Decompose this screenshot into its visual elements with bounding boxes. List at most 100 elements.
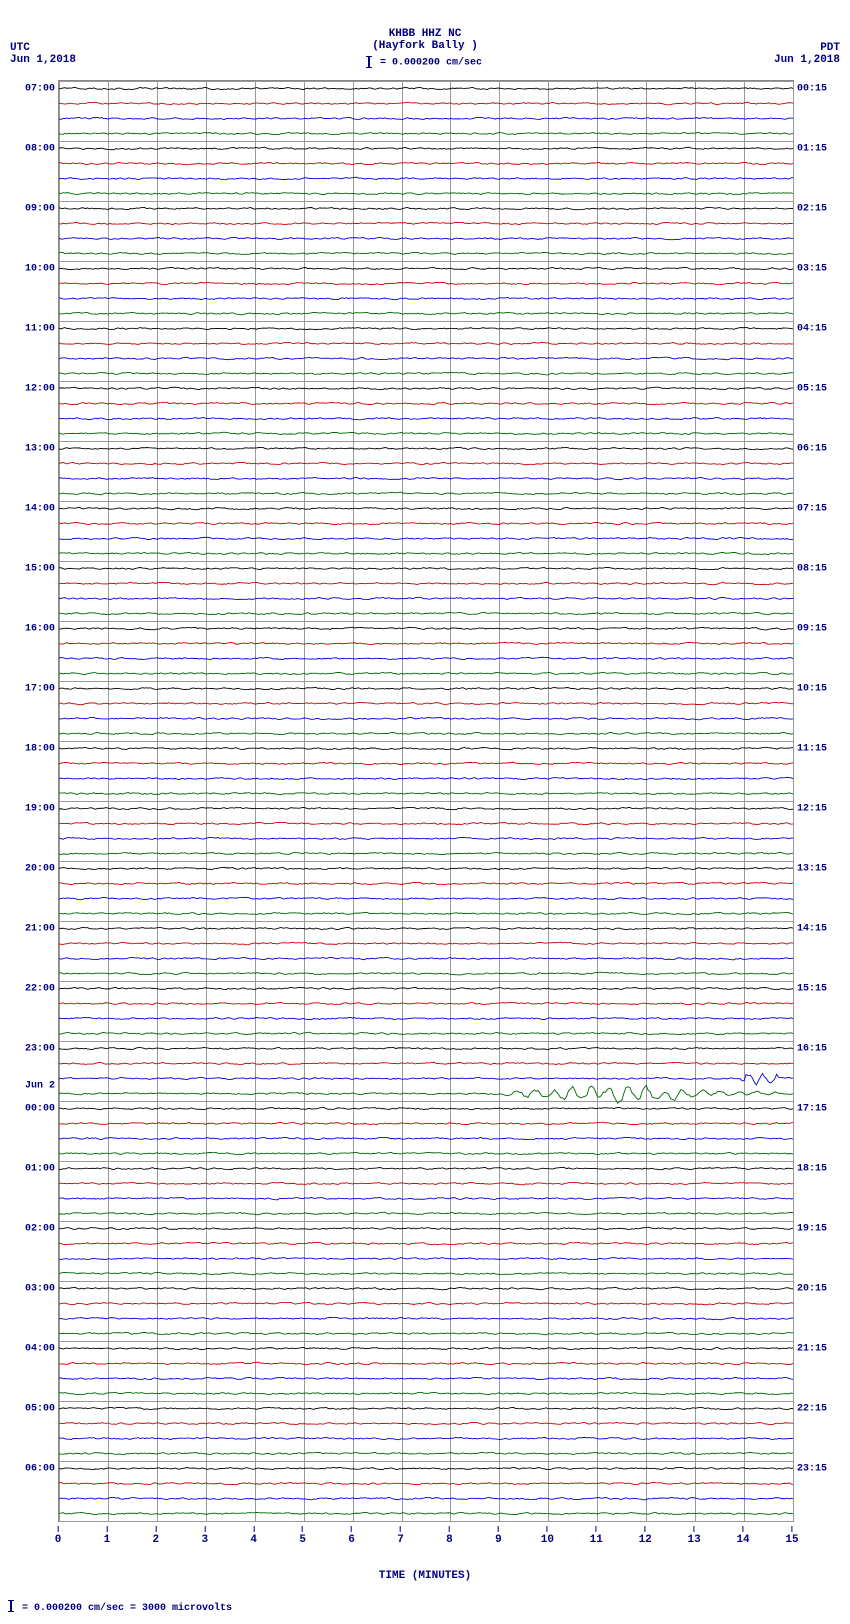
trace-line — [59, 882, 793, 884]
trace-line — [59, 252, 793, 254]
utc-hour-label: 22:00 — [11, 983, 55, 994]
trace-line — [59, 942, 793, 945]
x-tick: 0 — [55, 1526, 62, 1546]
trace-line — [59, 1437, 793, 1439]
trace-line — [59, 582, 793, 584]
trace-line — [59, 1003, 793, 1005]
trace-line — [59, 867, 793, 869]
utc-hour-label: 14:00 — [11, 503, 55, 514]
trace-line — [59, 1085, 793, 1103]
trace-line — [59, 1242, 793, 1244]
trace-line — [59, 552, 793, 554]
trace-line — [59, 477, 793, 479]
trace-line — [59, 418, 793, 420]
trace-line — [59, 1377, 793, 1379]
date-left: Jun 1,2018 — [10, 54, 76, 66]
utc-hour-label: 12:00 — [11, 383, 55, 394]
pdt-hour-label: 03:15 — [797, 263, 841, 274]
pdt-hour-label: 07:15 — [797, 503, 841, 514]
trace-line — [59, 1074, 793, 1085]
trace-line — [59, 1032, 793, 1034]
pdt-hour-label: 15:15 — [797, 983, 841, 994]
pdt-hour-label: 12:15 — [797, 803, 841, 814]
trace-line — [59, 312, 793, 314]
trace-line — [59, 447, 793, 449]
pdt-hour-label: 17:15 — [797, 1103, 841, 1114]
trace-line — [59, 567, 793, 569]
trace-line — [59, 657, 793, 659]
trace-line — [59, 1317, 793, 1319]
pdt-hour-label: 16:15 — [797, 1043, 841, 1054]
scale-bar-icon — [368, 56, 370, 68]
trace-line — [59, 1347, 793, 1349]
pdt-hour-label: 04:15 — [797, 323, 841, 334]
header-right: PDT Jun 1,2018 — [774, 42, 840, 66]
utc-hour-label: 18:00 — [11, 743, 55, 754]
trace-line — [59, 132, 793, 134]
utc-hour-label: 02:00 — [11, 1223, 55, 1234]
pdt-hour-label: 22:15 — [797, 1403, 841, 1414]
x-tick: 3 — [201, 1526, 208, 1546]
x-tick: 12 — [639, 1526, 652, 1546]
utc-hour-label: 11:00 — [11, 323, 55, 334]
trace-line — [59, 1287, 793, 1290]
trace-line — [59, 1017, 793, 1019]
date-right: Jun 1,2018 — [774, 54, 840, 66]
x-tick: 7 — [397, 1526, 404, 1546]
tz-right: PDT — [774, 42, 840, 54]
pdt-hour-label: 02:15 — [797, 203, 841, 214]
trace-line — [59, 462, 793, 464]
x-tick: 1 — [104, 1526, 111, 1546]
trace-line — [59, 1392, 793, 1394]
trace-line — [59, 597, 793, 599]
trace-line — [59, 342, 793, 344]
trace-line — [59, 1467, 793, 1469]
x-axis-label: TIME (MINUTES) — [58, 1570, 792, 1582]
utc-hour-label: 08:00 — [11, 143, 55, 154]
x-tick: 2 — [153, 1526, 160, 1546]
trace-line — [59, 793, 793, 795]
trace-line — [59, 1122, 793, 1124]
x-tick: 15 — [785, 1526, 798, 1546]
scale-bar-icon — [10, 1600, 12, 1612]
trace-line — [59, 687, 793, 689]
trace-line — [59, 507, 793, 509]
utc-hour-label: 00:00 — [11, 1103, 55, 1114]
pdt-hour-label: 10:15 — [797, 683, 841, 694]
trace-line — [59, 1407, 793, 1409]
trace-line — [59, 627, 793, 630]
trace-line — [59, 1182, 793, 1184]
x-tick: 10 — [541, 1526, 554, 1546]
trace-line — [59, 1047, 793, 1049]
trace-line — [59, 897, 793, 899]
header-center: KHBB HHZ NC (Hayfork Bally ) = 0.000200 … — [10, 10, 840, 69]
trace-line — [59, 1302, 793, 1304]
utc-hour-label: 15:00 — [11, 563, 55, 574]
trace-line — [59, 1452, 793, 1454]
trace-line — [59, 1362, 793, 1365]
pdt-hour-label: 00:15 — [797, 83, 841, 94]
utc-hour-label: 07:00 — [11, 83, 55, 94]
utc-hour-label: 13:00 — [11, 443, 55, 454]
trace-line — [59, 282, 793, 284]
utc-hour-label: 03:00 — [11, 1283, 55, 1294]
utc-hour-label: 21:00 — [11, 923, 55, 934]
trace-line — [59, 777, 793, 779]
header: UTC Jun 1,2018 KHBB HHZ NC (Hayfork Ball… — [10, 10, 840, 80]
x-tick: 13 — [688, 1526, 701, 1546]
trace-line — [59, 402, 793, 404]
seismogram-container: UTC Jun 1,2018 KHBB HHZ NC (Hayfork Ball… — [10, 10, 840, 1614]
x-axis: 0123456789101112131415 — [58, 1526, 792, 1566]
utc-hour-label: 05:00 — [11, 1403, 55, 1414]
trace-line — [59, 927, 793, 929]
trace-line — [59, 1107, 793, 1109]
trace-line — [59, 852, 793, 854]
utc-hour-label: 06:00 — [11, 1463, 55, 1474]
utc-hour-label: 04:00 — [11, 1343, 55, 1354]
trace-line — [59, 267, 793, 269]
utc-hour-label: 17:00 — [11, 683, 55, 694]
trace-line — [59, 162, 793, 164]
utc-hour-label: 16:00 — [11, 623, 55, 634]
scale-text: = 0.000200 cm/sec — [380, 58, 482, 69]
pdt-hour-label: 20:15 — [797, 1283, 841, 1294]
